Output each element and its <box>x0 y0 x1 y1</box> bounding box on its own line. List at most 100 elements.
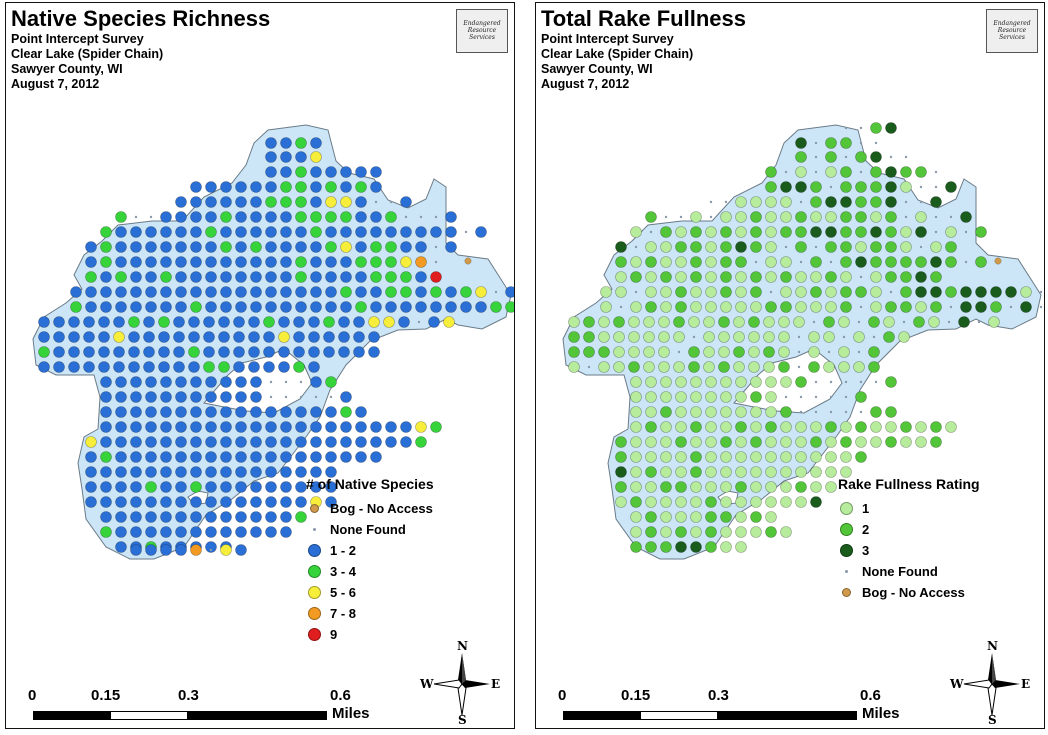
survey-point-rating-2 <box>840 211 852 223</box>
survey-point-none-found <box>904 155 908 159</box>
survey-point-3-4 <box>460 286 472 298</box>
survey-point-1-2 <box>98 346 110 358</box>
survey-point-3-4 <box>325 241 337 253</box>
survey-point-rating-1 <box>643 346 655 358</box>
survey-point-rating-1 <box>660 496 672 508</box>
survey-point-5-6 <box>340 241 352 253</box>
survey-point-rating-2 <box>870 166 882 178</box>
survey-point-rating-2 <box>735 256 747 268</box>
survey-point-rating-1 <box>630 421 642 433</box>
survey-point-rating-1 <box>750 451 762 463</box>
survey-point-rating-1 <box>703 316 715 328</box>
survey-point-none-found <box>799 410 803 414</box>
survey-point-1-2 <box>220 286 232 298</box>
survey-point-rating-1 <box>615 286 627 298</box>
legend-item: None Found <box>838 561 980 582</box>
survey-point-none-found <box>797 365 801 369</box>
survey-point-rating-2 <box>913 316 925 328</box>
survey-point-rating-2 <box>840 241 852 253</box>
survey-point-rating-1 <box>720 496 732 508</box>
survey-point-1-2 <box>130 271 142 283</box>
survey-point-1-2 <box>280 421 292 433</box>
survey-point-rating-2 <box>718 316 730 328</box>
logo-text: Endangered Resource Services <box>993 20 1031 41</box>
survey-point-bog <box>994 257 1002 265</box>
survey-point-1-2 <box>355 226 367 238</box>
survey-point-rating-1 <box>690 481 702 493</box>
survey-point-rating-1 <box>763 331 775 343</box>
survey-point-1-2 <box>250 511 262 523</box>
survey-point-none-found <box>769 290 773 294</box>
survey-point-1-2 <box>205 541 217 553</box>
survey-point-rating-2 <box>825 151 837 163</box>
survey-point-1-2 <box>398 316 410 328</box>
survey-point-1-2 <box>250 451 262 463</box>
survey-point-1-2 <box>98 361 110 373</box>
survey-point-rating-1 <box>690 436 702 448</box>
survey-point-1-2 <box>265 226 277 238</box>
survey-point-1-2 <box>325 271 337 283</box>
survey-point-1-2 <box>173 346 185 358</box>
survey-point-rating-1 <box>823 361 835 373</box>
survey-point-rating-1 <box>750 421 762 433</box>
survey-point-rating-1 <box>660 256 672 268</box>
survey-point-rating-1 <box>840 451 852 463</box>
survey-point-5-6 <box>400 256 412 268</box>
survey-point-1-2 <box>280 211 292 223</box>
survey-point-1-2 <box>115 376 127 388</box>
survey-point-rating-1 <box>735 376 747 388</box>
survey-point-rating-2 <box>840 226 852 238</box>
survey-point-rating-2 <box>930 271 942 283</box>
survey-point-1-2 <box>190 196 202 208</box>
survey-point-none-found <box>389 200 393 204</box>
survey-point-3-4 <box>293 361 305 373</box>
survey-point-rating-2 <box>915 166 927 178</box>
survey-point-rating-1 <box>780 466 792 478</box>
survey-point-1-2 <box>220 196 232 208</box>
survey-point-none-found <box>679 215 683 219</box>
survey-point-rating-2 <box>645 211 657 223</box>
survey-point-1-2 <box>188 361 200 373</box>
survey-point-1-2 <box>130 544 142 556</box>
survey-point-rating-1 <box>763 361 775 373</box>
survey-point-none-found <box>619 305 623 309</box>
survey-point-rating-1 <box>705 406 717 418</box>
survey-point-none-found <box>434 245 438 249</box>
survey-point-5-6 <box>340 196 352 208</box>
survey-point-none-found <box>934 215 938 219</box>
survey-point-rating-2 <box>795 481 807 493</box>
survey-point-rating-1 <box>748 361 760 373</box>
survey-point-rating-1 <box>733 361 745 373</box>
survey-point-1-2 <box>100 271 112 283</box>
scale-segment <box>640 711 718 720</box>
survey-point-1-2 <box>205 526 217 538</box>
survey-point-rating-1 <box>705 481 717 493</box>
survey-point-rating-1 <box>675 406 687 418</box>
survey-point-rating-2 <box>718 361 730 373</box>
survey-point-1-2 <box>265 181 277 193</box>
survey-point-1-2 <box>445 226 457 238</box>
survey-point-1-2 <box>205 211 217 223</box>
survey-point-1-2 <box>235 391 247 403</box>
survey-point-rating-3 <box>915 286 927 298</box>
survey-point-1-2 <box>235 466 247 478</box>
survey-point-3-4 <box>160 271 172 283</box>
survey-point-rating-2 <box>840 181 852 193</box>
survey-point-1-2 <box>235 481 247 493</box>
survey-point-rating-1 <box>630 466 642 478</box>
survey-point-rating-1 <box>705 286 717 298</box>
survey-point-rating-1 <box>750 496 762 508</box>
survey-point-3-4 <box>385 211 397 223</box>
survey-point-1-2 <box>295 421 307 433</box>
survey-point-1-2 <box>113 361 125 373</box>
survey-point-rating-2 <box>780 271 792 283</box>
survey-point-1-2 <box>430 226 442 238</box>
survey-point-5-6 <box>443 316 455 328</box>
survey-point-1-2 <box>70 286 82 298</box>
survey-point-1-2 <box>175 511 187 523</box>
survey-point-1-2 <box>85 286 97 298</box>
survey-point-rating-2 <box>568 331 580 343</box>
survey-point-1-2 <box>160 511 172 523</box>
legend-label: 3 - 4 <box>330 564 357 579</box>
survey-point-rating-1 <box>855 241 867 253</box>
